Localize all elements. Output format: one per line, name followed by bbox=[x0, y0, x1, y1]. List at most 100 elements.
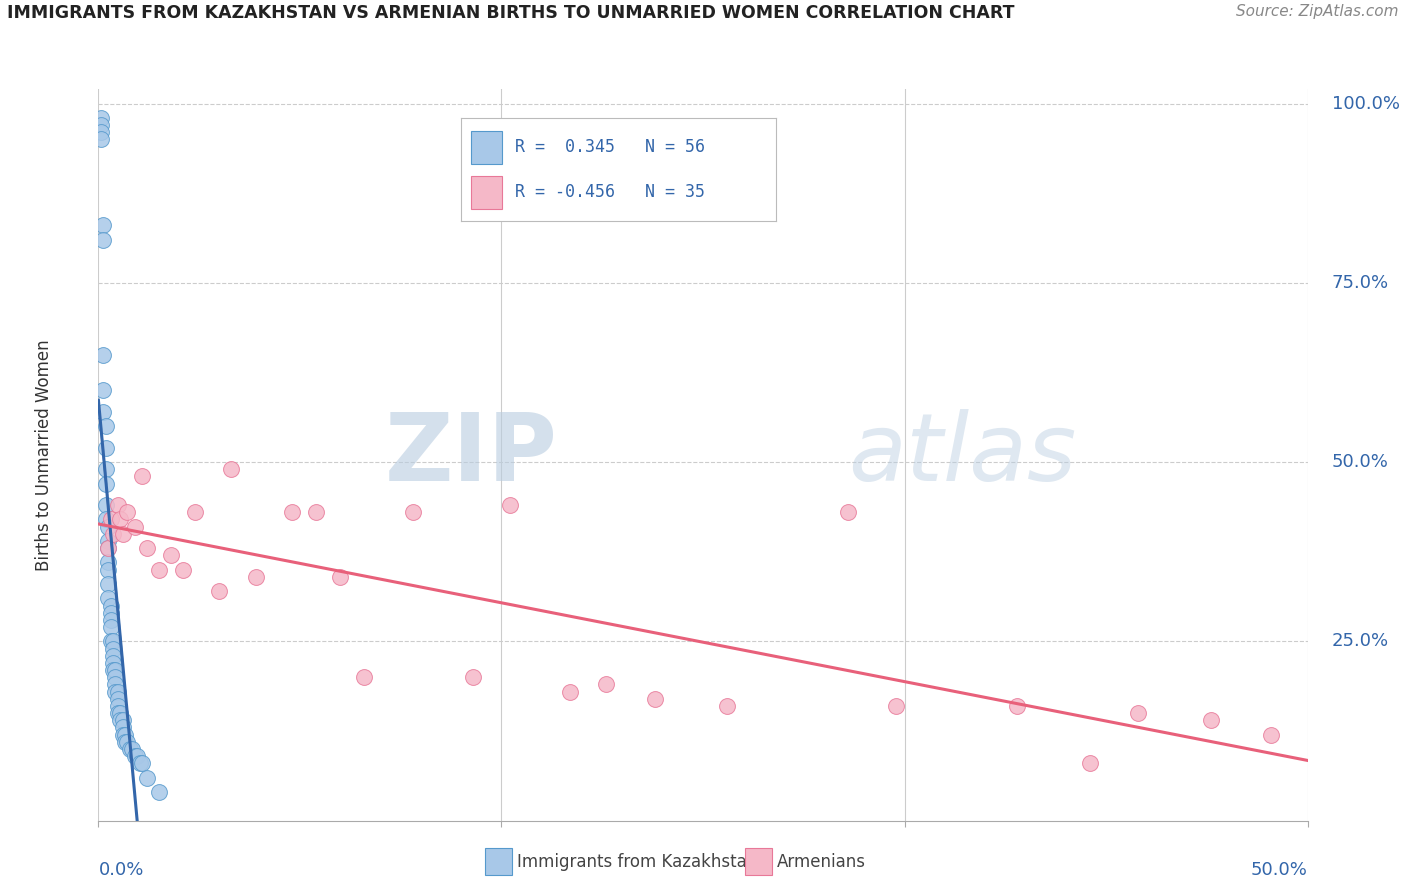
Point bbox=[117, 735, 139, 749]
Point bbox=[104, 677, 127, 691]
Point bbox=[837, 505, 859, 519]
Point bbox=[97, 541, 120, 556]
Point bbox=[118, 742, 141, 756]
Point bbox=[104, 684, 127, 698]
Point bbox=[104, 663, 127, 677]
Point bbox=[886, 698, 908, 713]
Point bbox=[135, 541, 157, 556]
Point bbox=[1128, 706, 1150, 720]
Point bbox=[100, 613, 122, 627]
Point bbox=[101, 663, 124, 677]
Point bbox=[111, 526, 134, 541]
Point bbox=[117, 505, 139, 519]
Text: 25.0%: 25.0% bbox=[1331, 632, 1389, 650]
Point bbox=[172, 563, 194, 577]
Point bbox=[97, 533, 120, 548]
Point bbox=[100, 606, 122, 620]
Point bbox=[101, 526, 124, 541]
Point bbox=[97, 556, 120, 570]
Text: Armenians: Armenians bbox=[776, 853, 866, 871]
Point bbox=[114, 735, 136, 749]
Text: Source: ZipAtlas.com: Source: ZipAtlas.com bbox=[1236, 4, 1399, 20]
Point bbox=[94, 441, 117, 455]
Point bbox=[107, 684, 129, 698]
Bar bbox=[471, 131, 502, 163]
Point bbox=[108, 512, 131, 526]
Point bbox=[91, 384, 114, 398]
Text: R = -0.456   N = 35: R = -0.456 N = 35 bbox=[515, 183, 704, 202]
Text: 50.0%: 50.0% bbox=[1331, 453, 1389, 471]
Point bbox=[128, 756, 150, 771]
Point bbox=[111, 728, 134, 742]
Point bbox=[107, 498, 129, 512]
Point bbox=[107, 691, 129, 706]
Point bbox=[111, 713, 134, 727]
Text: R =  0.345   N = 56: R = 0.345 N = 56 bbox=[515, 138, 704, 156]
Point bbox=[131, 469, 153, 483]
Point bbox=[90, 132, 112, 146]
Point bbox=[97, 541, 120, 556]
Point bbox=[131, 756, 153, 771]
Point bbox=[91, 233, 114, 247]
Point bbox=[716, 698, 738, 713]
Point bbox=[124, 749, 146, 764]
Text: Births to Unmarried Women: Births to Unmarried Women bbox=[35, 339, 53, 571]
Point bbox=[114, 728, 136, 742]
Point bbox=[100, 620, 122, 634]
Point bbox=[94, 476, 117, 491]
Point bbox=[94, 462, 117, 476]
Point bbox=[91, 405, 114, 419]
Point bbox=[94, 419, 117, 434]
Point bbox=[100, 599, 122, 613]
Point bbox=[97, 519, 120, 533]
Point bbox=[353, 670, 375, 684]
Point bbox=[1260, 728, 1282, 742]
Point bbox=[148, 785, 170, 799]
Point bbox=[127, 749, 149, 764]
Point bbox=[111, 720, 134, 734]
Point bbox=[104, 670, 127, 684]
Text: 50.0%: 50.0% bbox=[1251, 861, 1308, 879]
Text: 100.0%: 100.0% bbox=[1331, 95, 1400, 112]
Point bbox=[245, 570, 267, 584]
Point bbox=[107, 698, 129, 713]
Point bbox=[498, 498, 520, 512]
Point bbox=[595, 677, 617, 691]
Point bbox=[208, 584, 231, 599]
Point bbox=[100, 512, 122, 526]
Point bbox=[558, 684, 581, 698]
Point bbox=[463, 670, 485, 684]
Point bbox=[402, 505, 425, 519]
Point bbox=[107, 706, 129, 720]
Point bbox=[101, 641, 124, 656]
Point bbox=[121, 742, 143, 756]
Point bbox=[305, 505, 328, 519]
Point bbox=[1199, 713, 1222, 727]
Point bbox=[160, 549, 183, 563]
Point bbox=[91, 347, 114, 361]
Point bbox=[90, 125, 112, 139]
Bar bbox=[471, 176, 502, 209]
Point bbox=[91, 219, 114, 233]
Point bbox=[90, 111, 112, 125]
Point bbox=[97, 563, 120, 577]
Point bbox=[148, 563, 170, 577]
Point bbox=[101, 656, 124, 670]
Point bbox=[1078, 756, 1101, 771]
Text: atlas: atlas bbox=[848, 409, 1077, 500]
Point bbox=[281, 505, 304, 519]
Point bbox=[94, 498, 117, 512]
Point bbox=[184, 505, 207, 519]
Point bbox=[97, 577, 120, 591]
Text: 75.0%: 75.0% bbox=[1331, 274, 1389, 292]
Point bbox=[108, 706, 131, 720]
Point bbox=[124, 519, 146, 533]
Text: 0.0%: 0.0% bbox=[98, 861, 143, 879]
Point bbox=[1007, 698, 1029, 713]
Bar bbox=[485, 847, 512, 876]
Point bbox=[221, 462, 243, 476]
Point bbox=[329, 570, 352, 584]
Point bbox=[108, 713, 131, 727]
Point bbox=[97, 591, 120, 606]
Bar bbox=[745, 847, 772, 876]
